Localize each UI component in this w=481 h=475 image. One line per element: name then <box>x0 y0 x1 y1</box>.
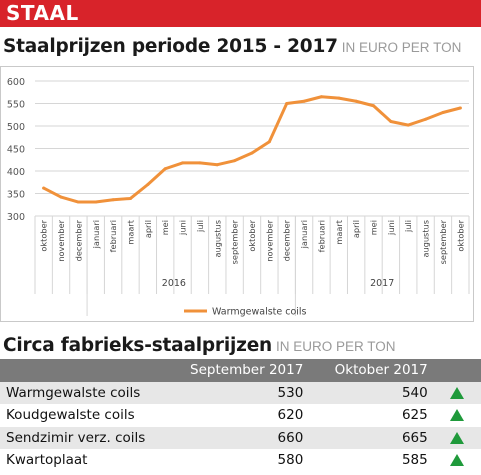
header-product <box>0 359 173 382</box>
data-point <box>163 167 167 171</box>
table-header-row: September 2017 Oktober 2017 <box>0 359 481 382</box>
chart-heading: Staalprijzen periode 2015 - 2017 IN EURO … <box>3 36 481 57</box>
up-arrow-icon <box>449 431 464 444</box>
x-tick-label: juli <box>195 220 205 233</box>
price-september: 660 <box>172 426 314 449</box>
header-september: September 2017 <box>172 359 314 382</box>
data-point <box>441 111 445 114</box>
product-name: Warmgewalste coils <box>0 381 173 404</box>
x-tick-label: februari <box>108 220 118 252</box>
up-arrow-icon <box>449 409 464 422</box>
table-row: Koudgewalste coils 620 625 <box>0 404 481 427</box>
x-tick-label: augustus <box>212 220 222 258</box>
data-point <box>250 151 254 155</box>
price-table: September 2017 Oktober 2017 Warmgewalste… <box>0 359 481 472</box>
data-point <box>146 183 150 186</box>
series-line <box>42 95 462 204</box>
data-point <box>337 96 341 100</box>
data-point <box>128 196 132 200</box>
section-banner: STAAL <box>0 0 481 27</box>
data-point <box>42 186 46 190</box>
x-tick-label: mei <box>369 220 379 235</box>
product-name: Koudgewalste coils <box>6 407 135 424</box>
x-tick-label: april <box>351 220 361 238</box>
data-point <box>406 123 410 127</box>
up-arrow-icon <box>449 454 464 467</box>
header-trend <box>443 359 481 382</box>
x-tick-label: maart <box>125 219 135 244</box>
x-tick-label: oktober <box>39 219 49 251</box>
data-point <box>372 104 376 108</box>
data-point <box>424 117 428 121</box>
x-tick-label: juli <box>403 220 413 233</box>
price-september: 620 <box>277 407 304 424</box>
data-point <box>198 161 202 165</box>
y-tick-label: 450 <box>7 145 25 156</box>
price-oktober: 625 <box>401 407 428 424</box>
data-point <box>302 99 306 103</box>
data-point <box>181 161 185 165</box>
x-tick-label: maart <box>334 219 344 244</box>
x-tick-label: november <box>264 219 274 261</box>
chart-frame: 300 350 400 450 500 550 600 oktober november dece… <box>0 66 474 322</box>
x-tick-label: november <box>56 219 66 261</box>
table-row: Sendzimir verz. coils 660 665 <box>0 426 481 449</box>
banner-label: STAAL <box>6 1 79 25</box>
y-tick-label: 600 <box>7 77 25 88</box>
up-arrow-icon <box>449 386 464 399</box>
x-tick-label: juni <box>178 220 188 236</box>
table-heading: Circa fabrieks-staalprijzen IN EURO PER T… <box>3 335 481 356</box>
data-point <box>285 102 289 105</box>
x-tick-label: augustus <box>421 220 431 258</box>
data-point <box>389 120 393 123</box>
y-tick-label: 300 <box>7 212 25 223</box>
chart-title: Staalprijzen periode 2015 - 2017 <box>3 36 338 57</box>
x-tick-label: april <box>143 220 153 238</box>
price-oktober: 585 <box>401 452 428 469</box>
price-september: 530 <box>172 381 314 404</box>
x-tick-label: oktober <box>455 219 465 251</box>
price-line-chart: 300 350 400 450 500 550 600 oktober november dece… <box>7 77 470 318</box>
product-name: Sendzimir verz. coils <box>0 426 173 449</box>
data-point <box>233 159 237 163</box>
x-tick-label: februari <box>316 220 326 252</box>
x-tick-label: juni <box>386 220 396 236</box>
data-point <box>215 163 219 167</box>
x-tick-label: januari <box>91 220 101 249</box>
data-point <box>458 106 462 110</box>
year-label: 2016 <box>162 278 186 289</box>
y-tick-label: 350 <box>7 190 25 201</box>
table-title: Circa fabrieks-staalprijzen <box>3 335 273 356</box>
price-oktober: 540 <box>313 381 444 404</box>
product-name: Kwartoplaat <box>6 452 88 469</box>
table-unit: IN EURO PER TON <box>276 339 396 354</box>
price-oktober: 665 <box>313 426 444 449</box>
data-point <box>319 95 323 99</box>
x-tick-label: december <box>73 219 83 261</box>
header-oktober: Oktober 2017 <box>313 359 444 382</box>
x-tick-label: december <box>282 219 292 261</box>
x-tick-label: mei <box>160 220 170 235</box>
x-tick-label: oktober <box>247 219 257 251</box>
legend-label: Warmgewalste coils <box>212 307 307 318</box>
table-row: Kwartoplaat 580 585 <box>0 449 481 472</box>
table-row: Warmgewalste coils 530 540 <box>0 381 481 404</box>
data-point <box>267 140 271 144</box>
x-tick-label: september <box>230 219 240 264</box>
y-tick-label: 400 <box>7 167 25 178</box>
data-point <box>76 200 80 204</box>
x-tick-label: september <box>438 219 448 264</box>
x-tick-label: januari <box>299 220 309 249</box>
data-point <box>354 99 358 103</box>
chart-unit: IN EURO PER TON <box>341 40 462 55</box>
price-september: 580 <box>277 452 304 469</box>
y-tick-label: 550 <box>7 100 25 111</box>
data-point <box>94 200 98 204</box>
data-point <box>59 195 63 199</box>
y-tick-label: 500 <box>7 122 25 133</box>
year-label: 2017 <box>370 278 394 289</box>
data-point <box>111 198 115 202</box>
